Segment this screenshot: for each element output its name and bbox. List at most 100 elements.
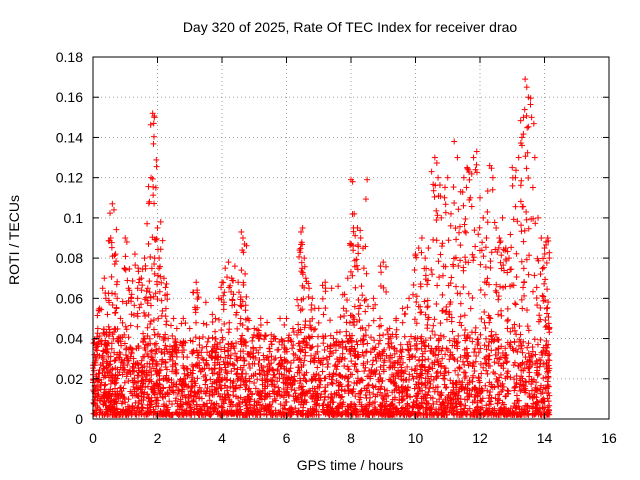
data-point-background — [523, 361, 530, 368]
data-point-background — [505, 407, 512, 414]
data-point-secondary — [298, 268, 305, 275]
data-point-background — [442, 351, 449, 358]
data-point-secondary — [462, 326, 469, 333]
data-point-secondary — [519, 305, 526, 312]
data-point-secondary — [378, 269, 385, 276]
data-point-secondary — [531, 272, 538, 279]
data-point-secondary — [146, 278, 153, 285]
data-point — [480, 214, 487, 221]
data-point-background — [401, 411, 408, 418]
data-point — [538, 235, 545, 241]
data-point-background — [196, 384, 203, 391]
data-point-secondary — [167, 322, 174, 329]
data-point-secondary — [134, 310, 141, 317]
data-point-secondary — [498, 312, 505, 319]
data-point — [196, 335, 203, 342]
data-point-background — [441, 375, 448, 382]
data-point-background — [437, 391, 444, 398]
data-point-background — [422, 343, 429, 350]
data-point-background — [434, 368, 441, 375]
data-point-secondary — [479, 239, 486, 246]
data-point-background — [483, 360, 490, 367]
data-point-secondary — [243, 293, 250, 300]
data-point-secondary — [410, 291, 417, 298]
data-point-background — [280, 411, 287, 418]
data-point-background — [232, 350, 239, 357]
data-point-background — [281, 402, 288, 409]
data-point — [473, 148, 480, 155]
data-point-secondary — [146, 364, 153, 371]
data-point-background — [496, 356, 503, 363]
data-point-secondary — [327, 342, 334, 349]
data-point-background — [109, 365, 116, 372]
data-point-background — [409, 403, 416, 410]
x-tick-label: 10 — [408, 430, 424, 446]
data-point-secondary — [117, 385, 124, 392]
data-point-secondary — [139, 282, 146, 289]
data-point-background — [473, 352, 480, 359]
data-point-background — [262, 332, 269, 339]
data-point — [160, 275, 167, 282]
data-point-secondary — [512, 203, 519, 210]
data-point-background — [524, 408, 531, 415]
data-point-secondary — [340, 305, 347, 312]
data-point-secondary — [546, 249, 553, 256]
data-point-background — [386, 355, 393, 362]
data-point-secondary — [151, 326, 158, 333]
data-point-background — [183, 384, 190, 391]
data-point-background — [300, 338, 307, 345]
data-point-secondary — [376, 332, 383, 339]
data-point-secondary — [354, 266, 361, 273]
data-point-secondary — [163, 321, 170, 328]
data-point-secondary — [424, 281, 431, 288]
data-point-background — [169, 401, 176, 408]
data-point — [131, 251, 138, 258]
data-point-background — [425, 388, 432, 395]
data-point-secondary — [296, 253, 303, 260]
data-point-secondary — [144, 220, 151, 227]
data-point-secondary — [477, 286, 484, 293]
data-point-background — [435, 337, 442, 344]
y-tick-label: 0 — [75, 411, 83, 427]
data-point-secondary — [469, 294, 476, 301]
data-point-secondary — [275, 346, 282, 353]
y-tick-label: 0.18 — [56, 49, 83, 65]
data-point-secondary — [529, 184, 536, 191]
data-point-background — [165, 335, 172, 342]
data-point-secondary — [131, 302, 138, 309]
data-point-secondary — [249, 337, 256, 344]
data-point-background — [204, 384, 211, 391]
data-point-background — [353, 379, 360, 386]
data-point — [212, 315, 219, 322]
data-point-secondary — [315, 319, 322, 326]
data-point-background — [184, 354, 191, 361]
data-point-secondary — [362, 308, 369, 315]
data-point-secondary — [487, 258, 494, 265]
data-point-secondary — [226, 326, 233, 333]
data-point-background — [354, 380, 361, 387]
data-point-secondary — [523, 112, 530, 119]
data-point-background — [315, 357, 322, 364]
data-point-background — [455, 388, 462, 395]
data-point-background — [203, 343, 210, 350]
data-point-background — [176, 410, 183, 417]
data-point-secondary — [518, 222, 525, 229]
data-point-secondary — [353, 256, 360, 263]
data-point-secondary — [150, 133, 157, 140]
data-point-background — [325, 360, 332, 367]
data-point-secondary — [517, 198, 524, 205]
data-point-secondary — [520, 238, 527, 245]
data-point — [277, 315, 284, 322]
data-point-secondary — [429, 328, 436, 335]
data-point-background — [345, 387, 352, 394]
data-point-secondary — [484, 208, 491, 215]
data-point-secondary — [200, 356, 207, 363]
y-tick-label: 0.14 — [56, 129, 83, 145]
data-point-secondary — [482, 264, 489, 271]
data-point-secondary — [375, 340, 382, 347]
data-point — [289, 325, 296, 332]
data-point-background — [301, 357, 308, 364]
data-point-secondary — [319, 282, 326, 289]
data-point-secondary — [456, 319, 463, 326]
data-point-background — [268, 353, 275, 360]
